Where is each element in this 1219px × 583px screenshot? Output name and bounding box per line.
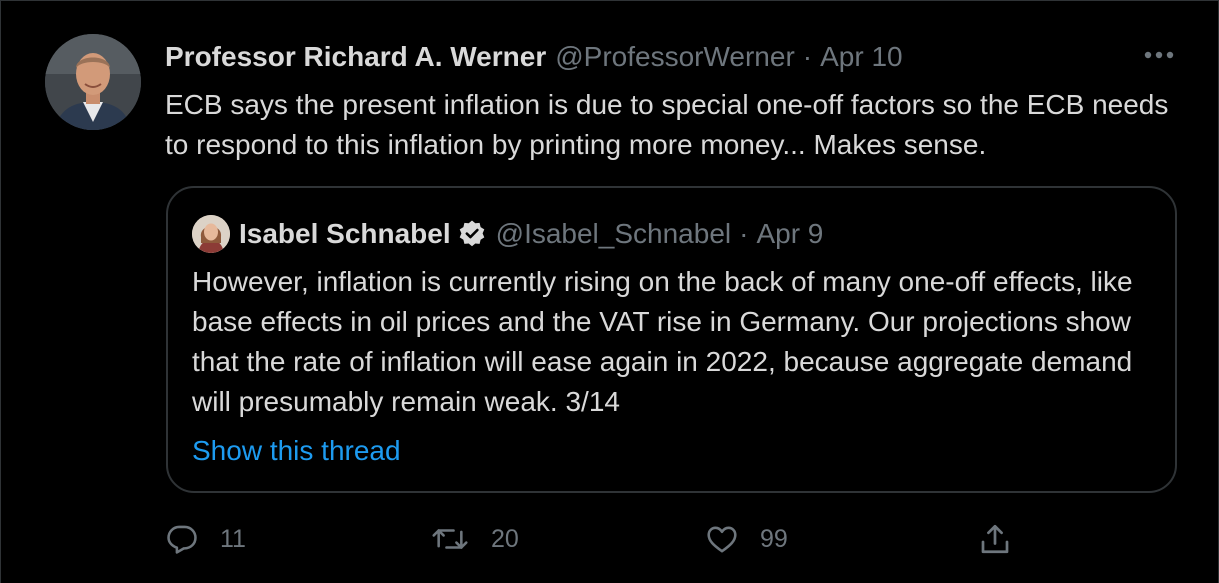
- retweet-icon: [432, 529, 468, 549]
- author-name[interactable]: Professor Richard A. Werner: [165, 41, 547, 72]
- quoted-author-avatar-image: [192, 215, 230, 253]
- reply-count: 11: [220, 524, 246, 553]
- quoted-tweet-date[interactable]: Apr 9: [756, 218, 824, 249]
- tweet-header: Professor Richard A. Werner @ProfessorWe…: [165, 37, 903, 77]
- author-avatar[interactable]: [45, 34, 141, 130]
- share-button[interactable]: [977, 517, 1013, 561]
- author-handle[interactable]: @ProfessorWerner: [555, 41, 795, 72]
- retweet-count: 20: [491, 524, 519, 553]
- meta-separator: ·: [802, 41, 813, 72]
- like-button[interactable]: 99: [705, 517, 788, 561]
- quoted-tweet-text: However, inflation is currently rising o…: [192, 266, 1133, 417]
- more-horizontal-icon: [1144, 51, 1174, 59]
- author-avatar-image: [45, 34, 141, 130]
- like-count: 99: [760, 524, 788, 553]
- share-upload-icon: [981, 524, 1009, 554]
- reply-bubble-icon: [167, 525, 197, 554]
- tweet-date[interactable]: Apr 10: [820, 41, 903, 72]
- tweet-text: ECB says the present inflation is due to…: [165, 89, 1169, 160]
- quoted-author-handle[interactable]: @Isabel_Schnabel: [495, 218, 732, 249]
- heart-icon: [707, 526, 737, 553]
- more-options-button[interactable]: [1139, 41, 1179, 69]
- quoted-tweet[interactable]: Isabel Schnabel @Isabel_Schnabel · Apr 9…: [166, 186, 1177, 493]
- show-thread-link[interactable]: Show this thread: [192, 435, 401, 466]
- reply-button[interactable]: 11: [165, 517, 246, 561]
- quoted-tweet-header: Isabel Schnabel @Isabel_Schnabel · Apr 9: [192, 214, 823, 254]
- quoted-meta-separator: ·: [739, 218, 749, 249]
- retweet-button[interactable]: 20: [430, 517, 519, 561]
- verified-badge-icon: [457, 219, 487, 249]
- quoted-author-name[interactable]: Isabel Schnabel: [239, 218, 451, 249]
- quoted-author-avatar[interactable]: [192, 215, 230, 253]
